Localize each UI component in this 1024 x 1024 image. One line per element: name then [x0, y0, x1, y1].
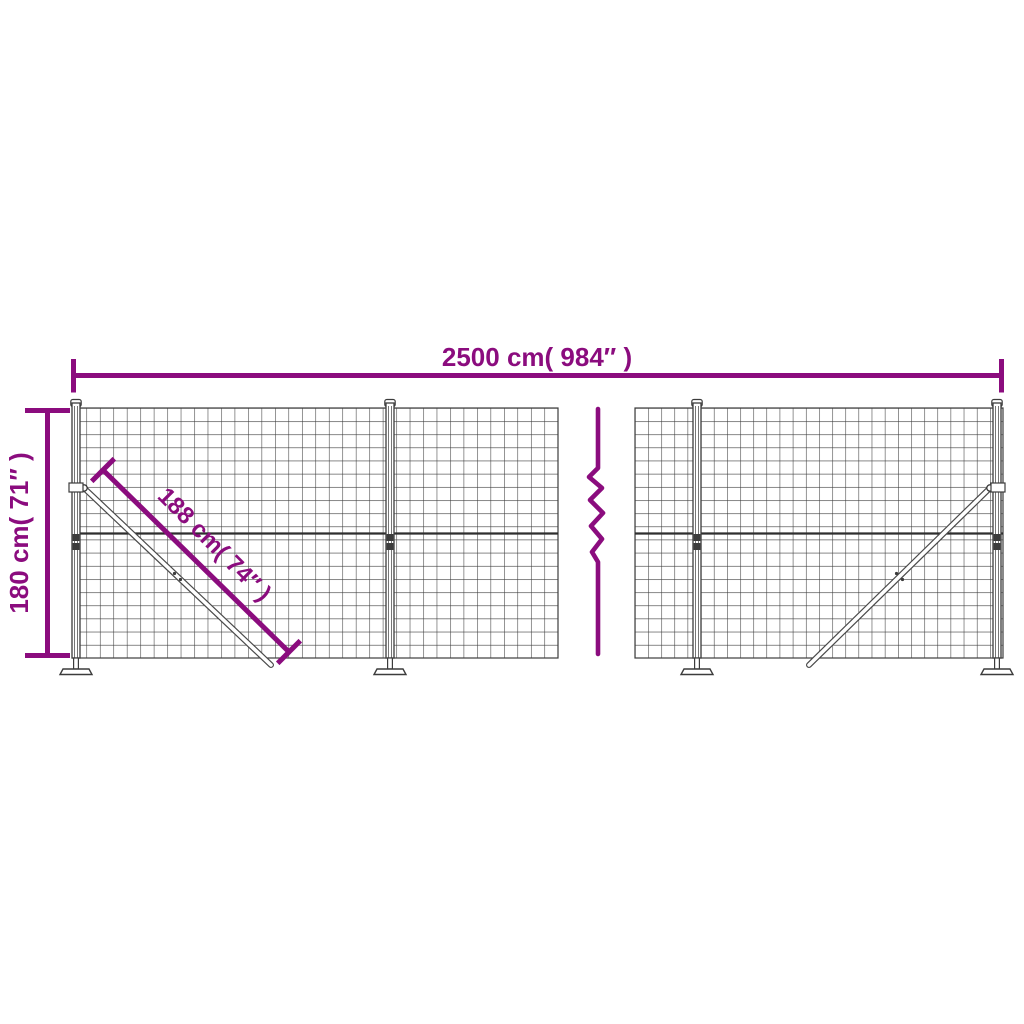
brace-dimension-cap-bottom: [275, 638, 303, 666]
brace-right-clamp: [990, 482, 1006, 493]
break-symbol: [586, 406, 606, 657]
brace-right: [806, 482, 1006, 668]
width-dimension-label: 2500 cm( 984″ ): [442, 342, 632, 372]
brace-right-bolt: [894, 571, 899, 576]
brace-left-bolt: [172, 571, 177, 576]
height-dimension-label: 180 cm( 71″ ): [4, 452, 34, 613]
brace-right-bolt: [900, 577, 905, 582]
mesh-panel-left: [72, 407, 559, 659]
height-dimension: 180 cm( 71″ ): [4, 408, 70, 658]
width-dimension: 2500 cm( 984″ ): [71, 342, 1004, 393]
brace-dimension-cap-top: [89, 456, 117, 484]
brace-left-clamp: [68, 482, 84, 493]
brace-left: [68, 482, 274, 668]
brace-left-bolt: [178, 577, 183, 582]
brace-dimension-line: [101, 468, 291, 654]
